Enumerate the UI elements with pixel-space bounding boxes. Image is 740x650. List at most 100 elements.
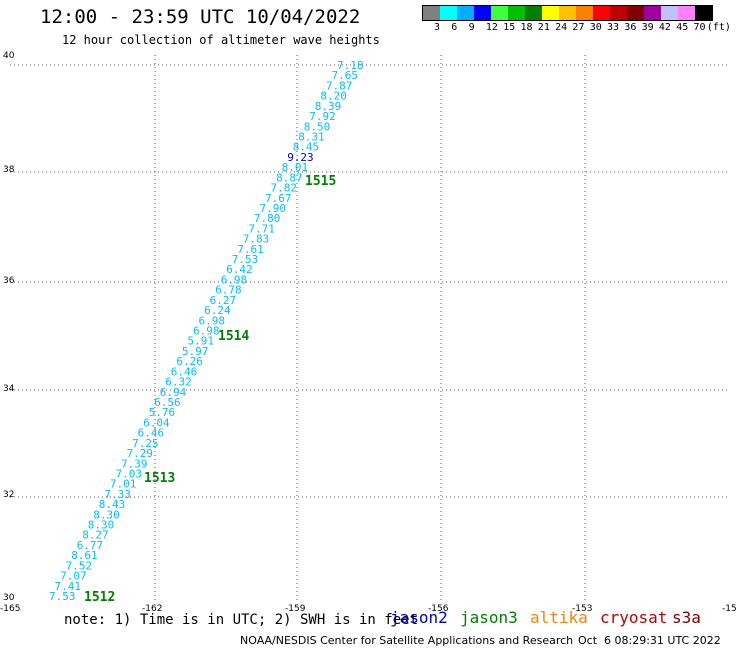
satellite-label: jason3 [460, 608, 518, 627]
legend-swatch [593, 6, 610, 20]
latitude-label: 40 [3, 51, 15, 61]
footer-note: note: 1) Time is in UTC; 2) SWH is in fe… [64, 612, 419, 628]
wave-height-value: 6.42 [226, 263, 253, 276]
legend-label: 24 [555, 22, 568, 33]
color-legend [422, 5, 713, 21]
wave-height-value: 7.61 [237, 243, 263, 256]
satellite-track: 7.187.657.878.208.397.928.508.318.459.23… [49, 59, 364, 603]
longitude-label: -159 [285, 604, 306, 614]
legend-label: 45 [676, 22, 689, 33]
wave-height-value: 7.83 [243, 233, 269, 246]
wave-height-value: 8.27 [82, 529, 109, 542]
legend-label: 36 [624, 22, 637, 33]
wave-height-value: 7.29 [127, 447, 154, 460]
legend-swatch [576, 6, 593, 20]
wave-height-value: 6.04 [143, 416, 170, 429]
wave-height-value: 5.97 [182, 345, 209, 358]
wave-height-value: 7.53 [49, 590, 76, 603]
chart-subtitle: 12 hour collection of altimeter wave hei… [62, 33, 380, 47]
wave-height-value: 7.53 [232, 253, 258, 266]
legend-swatch [508, 6, 525, 20]
wave-height-value: 7.01 [110, 478, 136, 491]
wave-height-value: 7.90 [260, 202, 287, 215]
legend-swatch [491, 6, 508, 20]
legend-swatch [423, 6, 440, 20]
wave-height-value: 8.61 [71, 549, 98, 562]
satellite-label: cryosat [600, 608, 668, 627]
legend-label: 42 [658, 22, 671, 33]
wave-height-value: 6.24 [204, 304, 231, 317]
wave-height-value: 7.52 [66, 559, 93, 572]
wave-height-value: 7.39 [121, 457, 148, 470]
wave-height-value: 6.32 [165, 376, 192, 389]
wave-height-value: 8.30 [88, 519, 115, 532]
legend-swatch [525, 6, 542, 20]
wave-height-value: 7.33 [104, 488, 130, 501]
wave-height-value: 7.87 [326, 79, 353, 92]
track-time-label: 1513 [144, 471, 175, 486]
legend-label: (ft) [706, 22, 731, 33]
legend-swatch [610, 6, 627, 20]
map-grid [10, 55, 730, 600]
wave-height-value: 7.07 [60, 570, 87, 583]
latitude-label: 30 [3, 593, 15, 603]
wave-height-value: 7.80 [254, 212, 281, 225]
axis-labels: 40 38 36 34 32 30-165 -162 -159 -156 -153 -15 [0, 51, 737, 614]
legend-swatch [457, 6, 474, 20]
wave-height-value: 8.31 [298, 131, 325, 144]
satellite-label: s3a [672, 608, 701, 627]
wave-height-value: 7.92 [309, 110, 336, 123]
wave-height-value: 8.30 [93, 508, 120, 521]
latitude-label: 36 [3, 276, 15, 286]
track-time-label: 1515 [305, 174, 336, 189]
wave-height-value: 9.23 [287, 151, 314, 164]
wave-height-value: 7.71 [248, 222, 275, 235]
legend-swatch [661, 6, 678, 20]
legend-label: 12 [485, 22, 498, 33]
footer-generated-time: Oct 6 08:29:31 UTC 2022 [578, 634, 721, 647]
longitude-label: -153 [572, 604, 592, 614]
wave-height-value: 7.25 [132, 437, 159, 450]
wave-height-value: 6.98 [193, 325, 220, 338]
track-time-label: 1514 [218, 329, 249, 344]
legend-label: 33 [607, 22, 620, 33]
wave-height-value: 5.76 [149, 406, 176, 419]
wave-height-value: 6.77 [77, 539, 104, 552]
latitude-label: 34 [3, 384, 15, 394]
wave-height-value: 7.18 [337, 59, 364, 72]
legend-label: 3 [434, 22, 441, 33]
track-time-label: 1512 [84, 590, 115, 605]
wave-height-value: 5.91 [188, 335, 215, 348]
legend-label: 70 [693, 22, 706, 33]
legend-label: 27 [572, 22, 585, 33]
satellite-label: altika [530, 608, 588, 627]
wave-height-value: 8.45 [293, 141, 320, 154]
legend-label: 39 [641, 22, 654, 33]
legend-label: 30 [589, 22, 602, 33]
wave-height-value: 6.56 [154, 396, 181, 409]
wave-height-value: 8.20 [320, 90, 347, 103]
wave-height-value: 7.03 [116, 468, 143, 481]
legend-swatch [644, 6, 661, 20]
wave-height-value: 7.67 [265, 192, 292, 205]
wave-height-value: 8.01 [282, 161, 309, 174]
legend-label: 9 [468, 22, 475, 33]
wave-height-value: 6.98 [199, 314, 226, 327]
wave-height-value: 6.46 [171, 365, 198, 378]
wave-height-value: 6.26 [176, 355, 203, 368]
satellite-label: jason2 [390, 608, 448, 627]
wave-height-value: 7.41 [55, 580, 82, 593]
legend-swatch [559, 6, 576, 20]
legend-swatch [474, 6, 491, 20]
legend-label: 6 [451, 22, 458, 33]
footer-credit: NOAA/NESDIS Center for Satellite Applica… [240, 634, 574, 647]
legend-swatch [695, 6, 712, 20]
wave-height-value: 6.27 [210, 294, 237, 307]
legend-swatch [678, 6, 695, 20]
chart-title: 12:00 - 23:59 UTC 10/04/2022 [40, 6, 361, 28]
wave-height-value: 8.87 [276, 171, 303, 184]
legend-label: 21 [537, 22, 550, 33]
latitude-label: 38 [3, 165, 15, 175]
wave-height-value: 6.98 [221, 273, 248, 286]
